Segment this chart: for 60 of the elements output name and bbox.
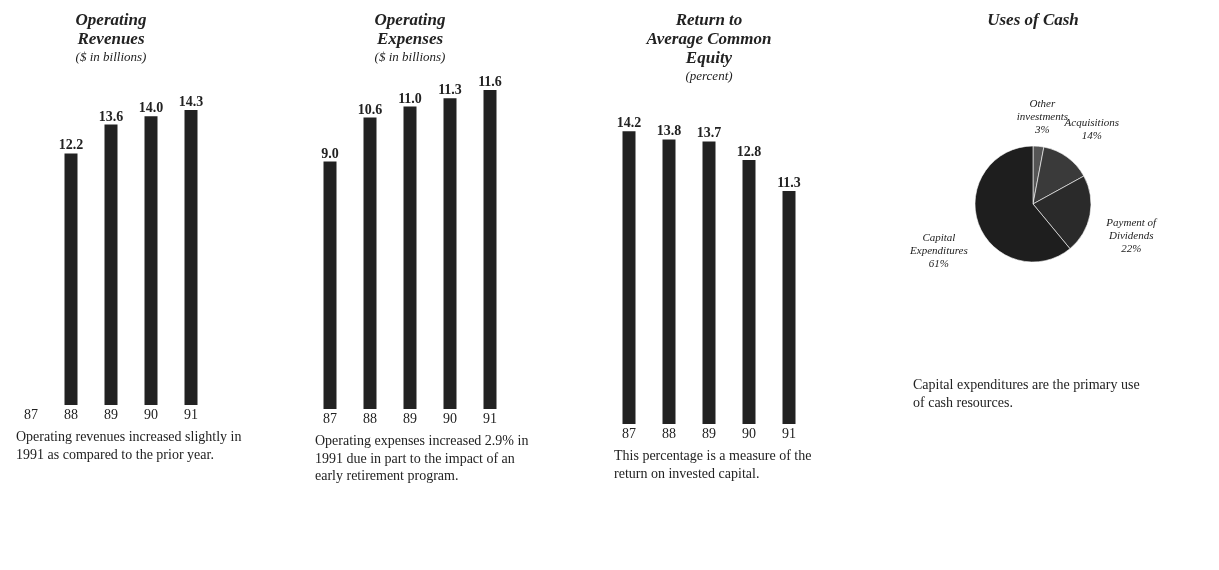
data-label: 11.0 (398, 90, 422, 106)
x-tick-label: 88 (363, 410, 377, 426)
text: This percentage is a measure of the return on invested capital. (613, 447, 813, 482)
x-tick-label: 91 (184, 406, 198, 422)
data-label: 14.2 (616, 115, 642, 131)
x-tick-label: 87 (622, 425, 636, 441)
chart-title: Return to Average Common Equity (645, 10, 772, 67)
text: Capital expenditures are the primary use of cash resources. (912, 376, 1141, 411)
chart-subtitle: ($ in billions) (374, 49, 446, 64)
x-tick-label: 90 (443, 410, 457, 426)
x-tick-label: 90 (742, 425, 756, 441)
data-label: 10.6 (357, 101, 383, 117)
chart-subtitle: ($ in billions) (75, 49, 147, 64)
data-label: 13.8 (656, 123, 682, 139)
chart-title: Uses of Cash (987, 10, 1079, 29)
x-tick-label: 87 (24, 406, 38, 422)
text: Operating revenues increased slightly in 1991 as compared to the prior year. (15, 428, 243, 463)
data-label: 3% (1034, 123, 1050, 136)
bar (782, 190, 796, 424)
bar (184, 110, 198, 405)
data-label: 14% (1081, 129, 1102, 142)
bar (483, 90, 497, 409)
slice-label: Capital Expenditures (909, 230, 968, 256)
x-tick-label: 88 (662, 425, 676, 441)
bar (403, 106, 417, 409)
x-tick-label: 90 (144, 406, 158, 422)
bar (702, 141, 716, 424)
x-tick-label: 89 (403, 410, 417, 426)
chart-title: Operating Expenses (374, 10, 446, 48)
x-tick-label: 91 (483, 410, 497, 426)
x-tick-label: 91 (782, 425, 796, 441)
data-label: 13.7 (696, 125, 722, 141)
bar (443, 98, 457, 409)
data-label: 12.2 (58, 137, 84, 153)
bar (622, 131, 636, 424)
bar (662, 139, 676, 424)
data-label: 11.3 (777, 174, 801, 190)
x-tick-label: 89 (104, 406, 118, 422)
data-label: 13.6 (98, 108, 124, 124)
data-label: 61% (928, 256, 949, 269)
bar (323, 161, 337, 409)
bar (742, 160, 756, 424)
data-label: 9.0 (321, 145, 339, 161)
bar (363, 117, 377, 409)
data-label: 14.3 (178, 94, 204, 110)
data-label: 11.3 (438, 82, 462, 98)
bar (144, 116, 158, 405)
data-label: 12.8 (736, 144, 762, 159)
data-label: 22% (1121, 241, 1142, 254)
slice-label: Payment of Dividends (1105, 215, 1159, 241)
x-tick-label: 88 (64, 406, 78, 422)
bar (104, 124, 118, 405)
x-tick-label: 87 (323, 410, 337, 426)
bar (64, 153, 78, 405)
text: Operating expenses increased 2.9% in 1991 due in part to the impact of an early retirement program. (314, 432, 530, 485)
chart-subtitle: (percent) (685, 68, 733, 83)
data-label: 14.0 (138, 100, 164, 116)
x-tick-label: 89 (702, 425, 716, 441)
chart-title: Operating Revenues (75, 10, 147, 48)
data-label: 11.6 (478, 74, 502, 89)
